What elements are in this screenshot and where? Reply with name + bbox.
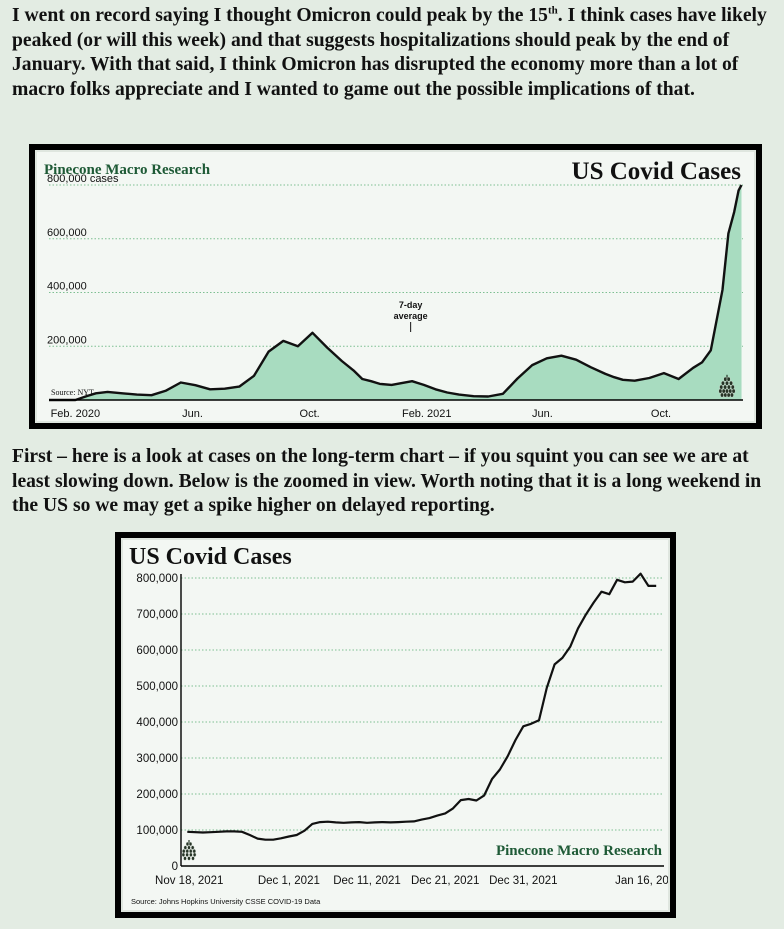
- cases-area: [49, 185, 742, 400]
- pinecone-scale: [188, 841, 193, 847]
- pinecone-scale: [181, 852, 186, 857]
- ordinal-suffix: th: [547, 4, 558, 17]
- zoomed-chart: 800,000 700,000 600,000 500,000 400,000 300,0…: [115, 532, 676, 918]
- intro-text: I went on record saying I thought Omicro…: [12, 5, 548, 26]
- y-tick-label: 600,000: [47, 227, 87, 239]
- pinecone-scale: [731, 388, 736, 394]
- intro-text-continued: . I think cases have likely peaked (or w…: [12, 5, 767, 100]
- pinecone-scale: [727, 384, 731, 390]
- pinecone-scale: [725, 380, 729, 386]
- pinecone-scale: [721, 380, 725, 386]
- pinecone-scale: [183, 856, 187, 861]
- y-tick-label: 700,000: [136, 609, 178, 621]
- pinecone-scale: [189, 849, 193, 854]
- brand-label: Pinecone Macro Research: [44, 162, 211, 178]
- y-tick-label: 800,000 cases: [47, 173, 119, 185]
- pinecone-scale: [723, 392, 728, 398]
- brand-label: Pinecone Macro Research: [496, 843, 663, 859]
- pinecone-scale: [192, 849, 196, 854]
- y-tick-label: 400,000: [47, 281, 87, 293]
- pinecone-scale: [725, 388, 729, 394]
- pinecone-icon: [718, 374, 736, 398]
- pinecone-scale: [192, 852, 197, 857]
- y-tick-label: 300,000: [136, 753, 178, 765]
- chart-title: US Covid Cases: [129, 544, 292, 570]
- pinecone-scale: [730, 384, 735, 390]
- source-label: Source: NYT: [51, 388, 94, 397]
- x-tick-label: Dec 21, 2021: [411, 875, 479, 887]
- x-tick-label: Jun.: [532, 408, 553, 420]
- pinecone-scale: [189, 852, 193, 857]
- y-tick-label: 100,000: [136, 825, 178, 837]
- x-tick-label: Dec 1, 2021: [258, 875, 320, 887]
- pinecone-icon: [181, 840, 197, 861]
- cases-line: [187, 572, 657, 841]
- pinecone-scale: [183, 845, 188, 850]
- pinecone-scale: [190, 845, 195, 850]
- y-tick-label: 200,000: [47, 334, 87, 346]
- second-paragraph: First – here is a look at cases on the l…: [12, 446, 762, 516]
- pinecone-scale: [187, 856, 191, 861]
- pinecone-scale: [185, 849, 189, 854]
- long-term-chart-svg: 800,000 cases 600,000 400,000 200,000 Feb. 2…: [44, 158, 743, 420]
- pinecone-scale: [726, 392, 731, 398]
- pinecone-scale: [726, 376, 731, 382]
- long-term-chart: 800,000 cases 600,000 400,000 200,000 Feb. 2…: [29, 144, 762, 429]
- x-tick-label: Dec 31, 2021: [489, 875, 557, 887]
- chart-title: US Covid Cases: [572, 158, 742, 185]
- pinecone-scale: [728, 388, 733, 394]
- annotation-line2: average: [394, 311, 428, 321]
- pinecone-scale: [185, 841, 190, 847]
- y-tick-label: 0: [172, 861, 178, 873]
- pinecone-scale: [723, 376, 728, 382]
- y-tick-label: 500,000: [136, 681, 178, 693]
- x-tick-label: Feb. 2020: [51, 408, 101, 420]
- pinecone-scale: [182, 849, 186, 854]
- x-tick-label: Nov 18, 2021: [155, 875, 223, 887]
- pinecone-scale: [729, 380, 733, 386]
- y-tick-label: 600,000: [136, 645, 178, 657]
- x-tick-label: Jan 16, 2022: [615, 875, 668, 887]
- y-tick-label: 400,000: [136, 717, 178, 729]
- pinecone-scale: [720, 392, 724, 398]
- pinecone-scale: [185, 852, 189, 857]
- y-tick-label: 200,000: [136, 789, 178, 801]
- pinecone-scale: [723, 384, 727, 390]
- source-label: Source: Johns Hopkins University CSSE CO…: [131, 897, 321, 906]
- pinecone-scale: [719, 384, 724, 390]
- zoomed-chart-svg: 800,000 700,000 600,000 500,000 400,000 300,0…: [129, 544, 668, 906]
- x-tick-label: Jun.: [182, 408, 203, 420]
- x-tick-label: Oct.: [651, 408, 671, 420]
- x-tick-label: Feb. 2021: [402, 408, 452, 420]
- pinecone-scale: [191, 856, 195, 861]
- pinecone-scale: [730, 392, 734, 398]
- cases-line: [49, 184, 743, 402]
- x-tick-label: Oct.: [300, 408, 320, 420]
- y-tick-label: 800,000: [136, 573, 178, 585]
- pinecone-scale: [187, 845, 191, 850]
- intro-paragraph: I went on record saying I thought Omicro…: [12, 4, 774, 102]
- x-tick-label: Dec 11, 2021: [333, 875, 401, 887]
- pinecone-scale: [718, 388, 723, 394]
- annotation-line1: 7-day: [399, 300, 423, 310]
- pinecone-scale: [721, 388, 726, 394]
